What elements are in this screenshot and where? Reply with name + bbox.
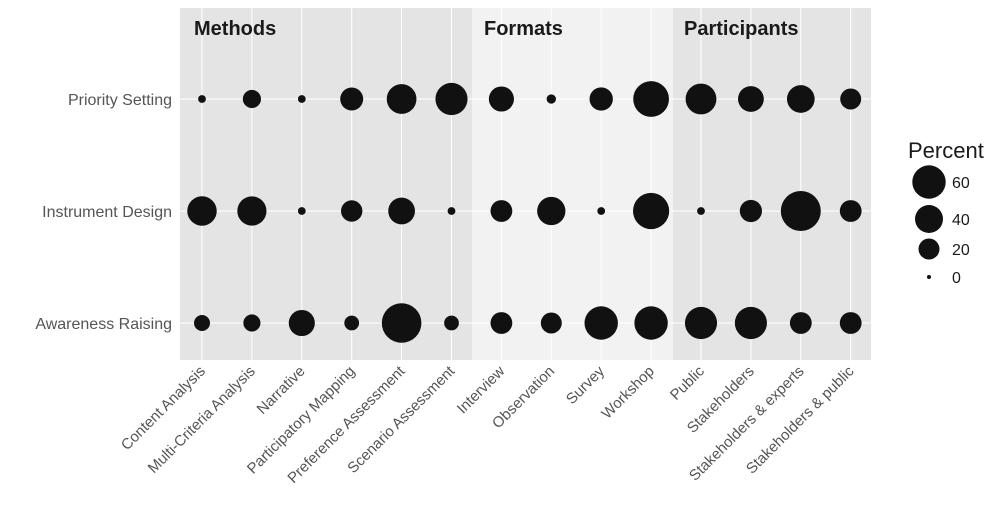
legend: Percent 60 40 20 0: [908, 138, 984, 287]
point-priority-setting-interview: [488, 86, 514, 112]
x-tick-content-analysis: Content Analysis: [118, 363, 209, 454]
legend-label-60: 60: [952, 175, 970, 192]
x-tick-workshop: Workshop: [598, 363, 658, 423]
point-awareness-raising-narrative: [288, 309, 315, 337]
x-tick-public: Public: [667, 362, 708, 403]
group-label-participants: Participants: [684, 18, 798, 40]
group-panels: [180, 8, 871, 360]
point-priority-setting-content-analysis: [198, 95, 206, 103]
point-priority-setting-preference-assessment: [386, 84, 417, 114]
point-instrument-design-stakeholders: [739, 199, 763, 223]
panel-methods: [180, 8, 472, 360]
point-instrument-design-public: [697, 207, 705, 215]
grid-lines: [180, 8, 871, 360]
point-priority-setting-stakeholders: [738, 86, 764, 112]
legend-label-20: 20: [952, 242, 970, 259]
point-priority-setting-observation: [546, 94, 556, 104]
point-priority-setting-multi-criteria-analysis: [242, 89, 261, 109]
y-tick-instrument-design: Instrument Design: [42, 204, 172, 221]
point-priority-setting-workshop: [633, 81, 669, 117]
point-awareness-raising-scenario-assessment: [444, 315, 459, 331]
legend-key-40: [915, 205, 943, 233]
legend-key-0: [927, 275, 931, 279]
point-instrument-design-participatory-mapping: [341, 200, 363, 222]
point-priority-setting-public: [685, 83, 717, 115]
point-instrument-design-multi-criteria-analysis: [237, 196, 267, 226]
point-awareness-raising-workshop: [634, 306, 668, 340]
point-instrument-design-content-analysis: [187, 196, 217, 226]
point-instrument-design-scenario-assessment: [447, 207, 456, 215]
point-awareness-raising-interview: [490, 312, 513, 334]
point-priority-setting-survey: [589, 87, 613, 111]
point-priority-setting-participatory-mapping: [340, 87, 364, 111]
point-priority-setting-stakeholders-and-public: [840, 88, 862, 110]
point-awareness-raising-survey: [584, 306, 618, 340]
legend-label-40: 40: [952, 212, 970, 229]
point-instrument-design-survey: [597, 207, 606, 215]
point-awareness-raising-multi-criteria-analysis: [243, 314, 261, 332]
point-priority-setting-stakeholders-and-experts: [786, 85, 815, 113]
point-instrument-design-narrative: [297, 207, 306, 215]
group-label-methods: Methods: [194, 18, 276, 40]
group-label-formats: Formats: [484, 18, 563, 40]
point-instrument-design-observation: [537, 196, 566, 226]
point-instrument-design-workshop: [633, 192, 670, 230]
point-awareness-raising-stakeholders-and-public: [839, 312, 862, 334]
legend-key-20: [918, 238, 940, 260]
y-tick-priority-setting: Priority Setting: [68, 92, 172, 109]
y-tick-awareness-raising: Awareness Raising: [35, 316, 172, 333]
data-points: [187, 81, 862, 343]
point-instrument-design-stakeholders-and-experts: [780, 191, 821, 231]
point-priority-setting-scenario-assessment: [435, 82, 468, 116]
point-instrument-design-preference-assessment: [388, 197, 415, 225]
point-priority-setting-narrative: [297, 95, 306, 103]
panel-formats: [472, 8, 673, 360]
point-instrument-design-interview: [490, 200, 513, 222]
point-awareness-raising-stakeholders: [734, 306, 767, 340]
point-awareness-raising-observation: [540, 312, 562, 334]
point-awareness-raising-public: [684, 306, 718, 340]
point-awareness-raising-content-analysis: [194, 315, 210, 331]
x-tick-survey: Survey: [563, 362, 608, 407]
group-labels: Methods Formats Participants: [194, 18, 798, 40]
panel-participants: [673, 8, 871, 360]
point-awareness-raising-stakeholders-and-experts: [789, 312, 812, 334]
point-instrument-design-stakeholders-and-public: [839, 200, 862, 222]
y-axis-labels: Priority Setting Instrument Design Awarene…: [35, 92, 172, 333]
point-awareness-raising-participatory-mapping: [344, 315, 360, 331]
legend-label-0: 0: [952, 270, 961, 287]
legend-title: Percent: [908, 138, 984, 163]
point-awareness-raising-preference-assessment: [381, 303, 422, 343]
legend-key-60: [912, 165, 946, 199]
